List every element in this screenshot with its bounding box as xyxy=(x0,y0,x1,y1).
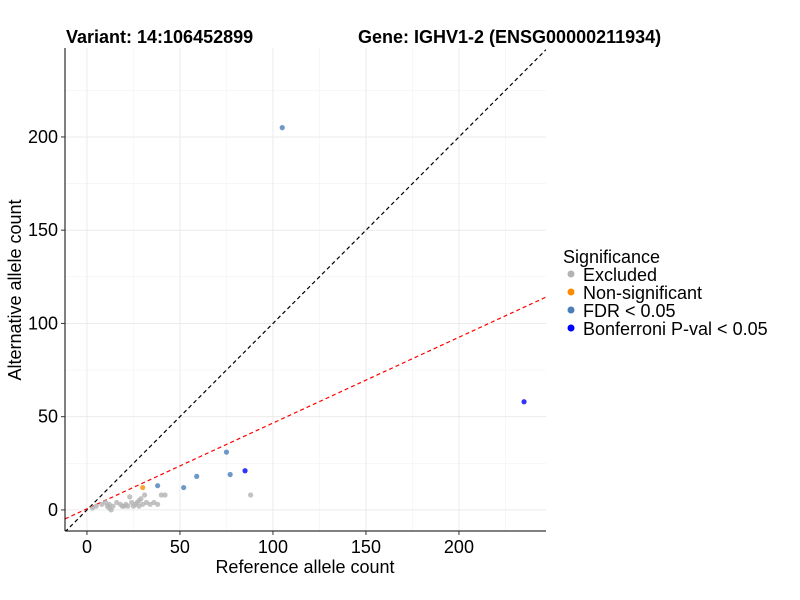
x-tick-label: 100 xyxy=(258,537,288,557)
point-bonferroni-p-val-0-05 xyxy=(242,468,248,474)
point-bonferroni-p-val-0-05 xyxy=(521,399,527,405)
y-tick-label: 200 xyxy=(28,127,58,147)
x-axis-label: Reference allele count xyxy=(215,557,394,577)
point-fdr-0-05 xyxy=(279,125,285,131)
point-excluded xyxy=(162,492,168,498)
legend-key-3 xyxy=(567,324,575,332)
point-fdr-0-05 xyxy=(181,484,187,491)
point-fdr-0-05 xyxy=(223,449,230,455)
ticks: 0 50 100 150 200 0 50 100 150 200 xyxy=(28,127,474,557)
y-tick-label: 50 xyxy=(38,407,58,427)
y-axis-label: Alternative allele count xyxy=(5,199,25,380)
legend-key-2 xyxy=(567,306,575,314)
y-tick-label: 150 xyxy=(28,220,58,240)
y-tick-label: 100 xyxy=(28,313,58,333)
legend-label: Non-significant xyxy=(583,283,702,303)
point-excluded xyxy=(110,503,116,509)
x-tick-label: 0 xyxy=(82,537,92,557)
point-excluded xyxy=(93,503,99,509)
y-tick-label: 0 xyxy=(48,500,58,520)
title-gene: Gene: IGHV1-2 (ENSG00000211934) xyxy=(358,27,661,47)
point-excluded xyxy=(142,492,148,498)
legend-label: Bonferroni P-val < 0.05 xyxy=(583,319,768,339)
point-excluded xyxy=(248,492,254,498)
reference-lines xyxy=(65,49,546,531)
point-excluded xyxy=(125,503,131,509)
legend-key-0 xyxy=(567,270,575,278)
point-fdr-0-05 xyxy=(155,483,161,489)
x-tick-label: 50 xyxy=(170,537,190,557)
legend-key-1 xyxy=(567,288,575,296)
point-excluded xyxy=(155,501,161,507)
x-tick-label: 150 xyxy=(351,537,381,557)
legend: Significance ExcludedNon-significantFDR … xyxy=(563,247,768,339)
grid xyxy=(65,48,546,531)
legend-title: Significance xyxy=(563,247,660,267)
reference-line-fit xyxy=(65,296,546,520)
point-excluded xyxy=(138,496,144,502)
point-fdr-0-05 xyxy=(194,473,200,479)
point-excluded xyxy=(158,492,164,498)
point-non-significant xyxy=(140,484,146,491)
point-fdr-0-05 xyxy=(227,471,233,478)
title-variant: Variant: 14:106452899 xyxy=(66,27,253,47)
legend-label: FDR < 0.05 xyxy=(583,301,676,321)
point-excluded xyxy=(127,494,133,500)
reference-line-identity xyxy=(65,49,546,531)
points xyxy=(89,125,527,513)
legend-label: Excluded xyxy=(583,265,657,285)
x-tick-label: 200 xyxy=(444,537,474,557)
